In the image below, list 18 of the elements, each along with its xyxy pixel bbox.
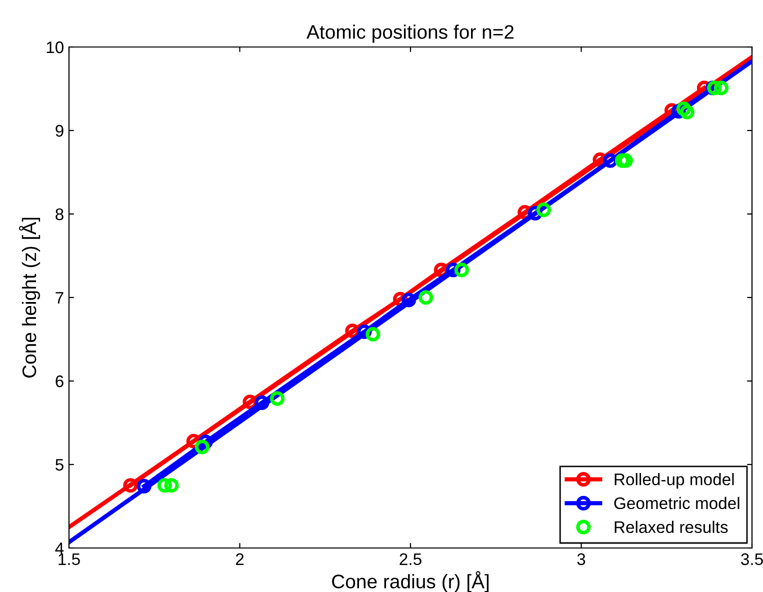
x-axis-title: Cone radius (r) [Å] [332,571,489,592]
legend-label: Rolled-up model [614,473,734,489]
y-tick-label: 9 [56,124,64,137]
y-tick-label: 10 [46,41,64,54]
x-tick-label: 2 [236,553,244,565]
x-tick-label: 3.5 [741,553,763,566]
chart-title: Atomic positions for n=2 [306,24,514,43]
x-tick-label: 3 [577,553,586,566]
legend-label: Geometric model [614,496,740,510]
y-tick-label: 6 [56,375,64,388]
x-tick-label: 1.5 [58,553,80,566]
y-tick-label: 5 [56,459,64,471]
legend-label: Relaxed results [614,520,728,534]
x-tick-label: 2.5 [400,553,422,566]
y-tick-label: 4 [55,542,64,554]
y-axis-title: Cone height (z) [Å] [18,218,40,378]
y-tick-label: 7 [56,292,64,304]
y-tick-label: 8 [56,208,64,220]
